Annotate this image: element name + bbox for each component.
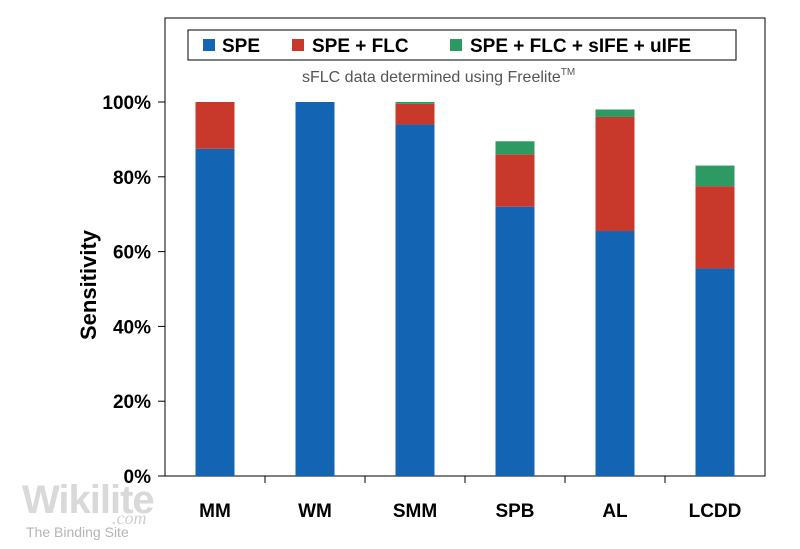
x-tick-label: SPB bbox=[495, 501, 534, 522]
chart-subtitle-text: sFLC data determined using Freelite bbox=[302, 69, 561, 86]
legend-swatch-spe-flc-ife bbox=[450, 39, 462, 51]
bar-segment bbox=[395, 124, 435, 476]
bar-segment bbox=[395, 103, 435, 125]
bar-segment bbox=[695, 165, 735, 187]
y-tick-label: 100% bbox=[102, 93, 151, 114]
x-tick-label: LCDD bbox=[689, 501, 742, 522]
x-tick-label: AL bbox=[602, 501, 628, 522]
watermark-logo: Wikilite .com The Binding Site bbox=[22, 478, 172, 544]
legend-swatch-spe-flc bbox=[292, 39, 304, 51]
bar-segment bbox=[195, 148, 235, 476]
y-tick-label: 0% bbox=[124, 467, 152, 488]
bars bbox=[195, 102, 735, 476]
watermark-suffix: .com bbox=[112, 508, 147, 528]
x-tick-label: SMM bbox=[393, 501, 437, 522]
bar-segment bbox=[595, 231, 635, 476]
chart-subtitle: sFLC data determined using FreeliteTM bbox=[302, 67, 575, 86]
legend-label-spe: SPE bbox=[222, 36, 260, 57]
bar-segment bbox=[595, 116, 635, 232]
chart-subtitle-sup: TM bbox=[561, 67, 575, 78]
y-tick-label: 80% bbox=[113, 168, 151, 189]
bar-segment bbox=[495, 206, 535, 476]
legend-swatch-spe bbox=[203, 39, 215, 51]
legend-label-spe-flc-ife: SPE + FLC + sIFE + uIFE bbox=[470, 36, 691, 57]
y-axis-label: Sensitivity bbox=[76, 229, 101, 340]
bar-segment bbox=[395, 102, 435, 104]
bar-segment bbox=[695, 268, 735, 476]
legend-label-spe-flc: SPE + FLC bbox=[312, 36, 409, 57]
watermark-subtitle: The Binding Site bbox=[26, 524, 129, 540]
y-tick-label: 60% bbox=[113, 243, 151, 264]
y-tick-label: 40% bbox=[113, 317, 151, 338]
bar-segment bbox=[495, 141, 535, 155]
plot-frame bbox=[164, 17, 766, 477]
watermark-main: Wikilite bbox=[22, 478, 155, 522]
x-tick-labels: MM WM SMM SPB AL LCDD bbox=[199, 501, 741, 522]
axis-ticks: 0% 20% 40% 60% 80% 100% bbox=[102, 93, 666, 488]
y-tick-label: 20% bbox=[113, 392, 151, 413]
bar-segment bbox=[495, 154, 535, 207]
bar-segment bbox=[595, 109, 635, 117]
bar-segment bbox=[295, 102, 335, 476]
bar-segment bbox=[695, 186, 735, 269]
x-tick-label: WM bbox=[298, 501, 332, 522]
bar-segment bbox=[195, 102, 235, 149]
x-tick-label: MM bbox=[199, 501, 231, 522]
legend: SPE SPE + FLC SPE + FLC + sIFE + uIFE bbox=[187, 29, 737, 61]
